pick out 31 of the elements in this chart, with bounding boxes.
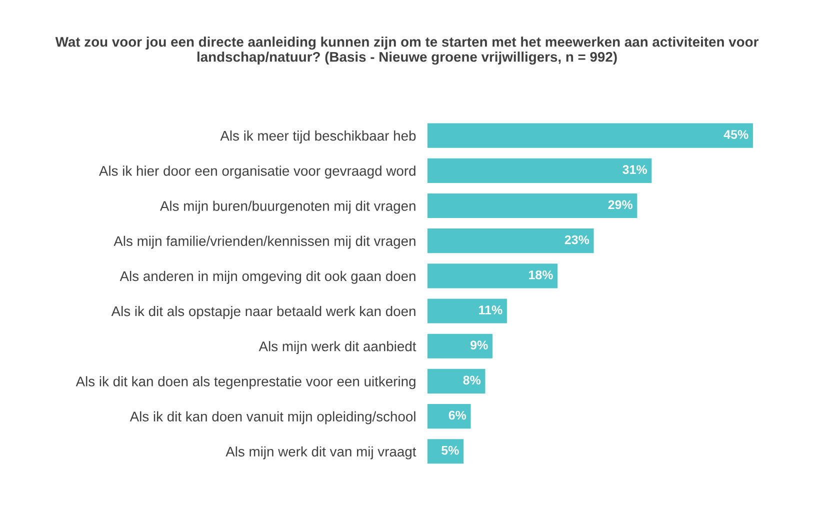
data-label: 18% xyxy=(529,270,553,280)
y-tick-label: Als mijn familie/vrienden/kennissen mij dit vragen xyxy=(114,236,416,249)
data-label: 23% xyxy=(564,235,590,244)
data-label: 6% xyxy=(448,410,466,420)
y-tick-label: Als mijn werk dit aanbiedt xyxy=(258,341,416,354)
data-label: 29% xyxy=(608,200,633,210)
y-tick-label: Als mijn werk dit van mij vraagt xyxy=(226,446,416,460)
data-label: 11% xyxy=(479,306,502,314)
y-tick-label: Als anderen in mijn omgeving dit ook gaan doen xyxy=(120,270,416,284)
bar xyxy=(427,193,638,218)
y-tick-label: Als ik hier door een organisatie voor gevraagd word xyxy=(98,166,416,179)
bar xyxy=(427,228,594,254)
y-tick-label: Als ik dit kan doen vanuit mijn opleiding/school xyxy=(130,411,416,424)
bar xyxy=(427,334,492,358)
bar xyxy=(427,123,753,148)
bar xyxy=(427,368,486,394)
bar xyxy=(427,404,471,429)
chart-title: Wat zou voor jou een directe aanleiding kunnen zijn om te starten met het meewerken aan activiteiten voor landschap/natuur? (Basis - Nieuwe groene vrijwilligers, n = 992) xyxy=(55,36,758,65)
data-label: 31% xyxy=(622,165,647,174)
bar xyxy=(427,264,558,288)
bar xyxy=(427,158,652,183)
y-tick-label: Als ik dit als opstapje naar betaald werk kan doen xyxy=(111,306,416,319)
y-tick-label: Als ik meer tijd beschikbaar heb xyxy=(220,130,416,144)
bar xyxy=(427,298,507,324)
data-label: 9% xyxy=(470,340,488,350)
data-label: 45% xyxy=(724,130,748,139)
bar xyxy=(427,439,464,464)
y-tick-label: Als mijn buren/buurgenoten mij dit vragen xyxy=(160,200,416,214)
data-label: 8% xyxy=(463,376,481,385)
data-label: 5% xyxy=(442,446,459,455)
y-tick-label: Als ik dit kan doen als tegenprestatie voor een uitkering xyxy=(76,376,416,390)
